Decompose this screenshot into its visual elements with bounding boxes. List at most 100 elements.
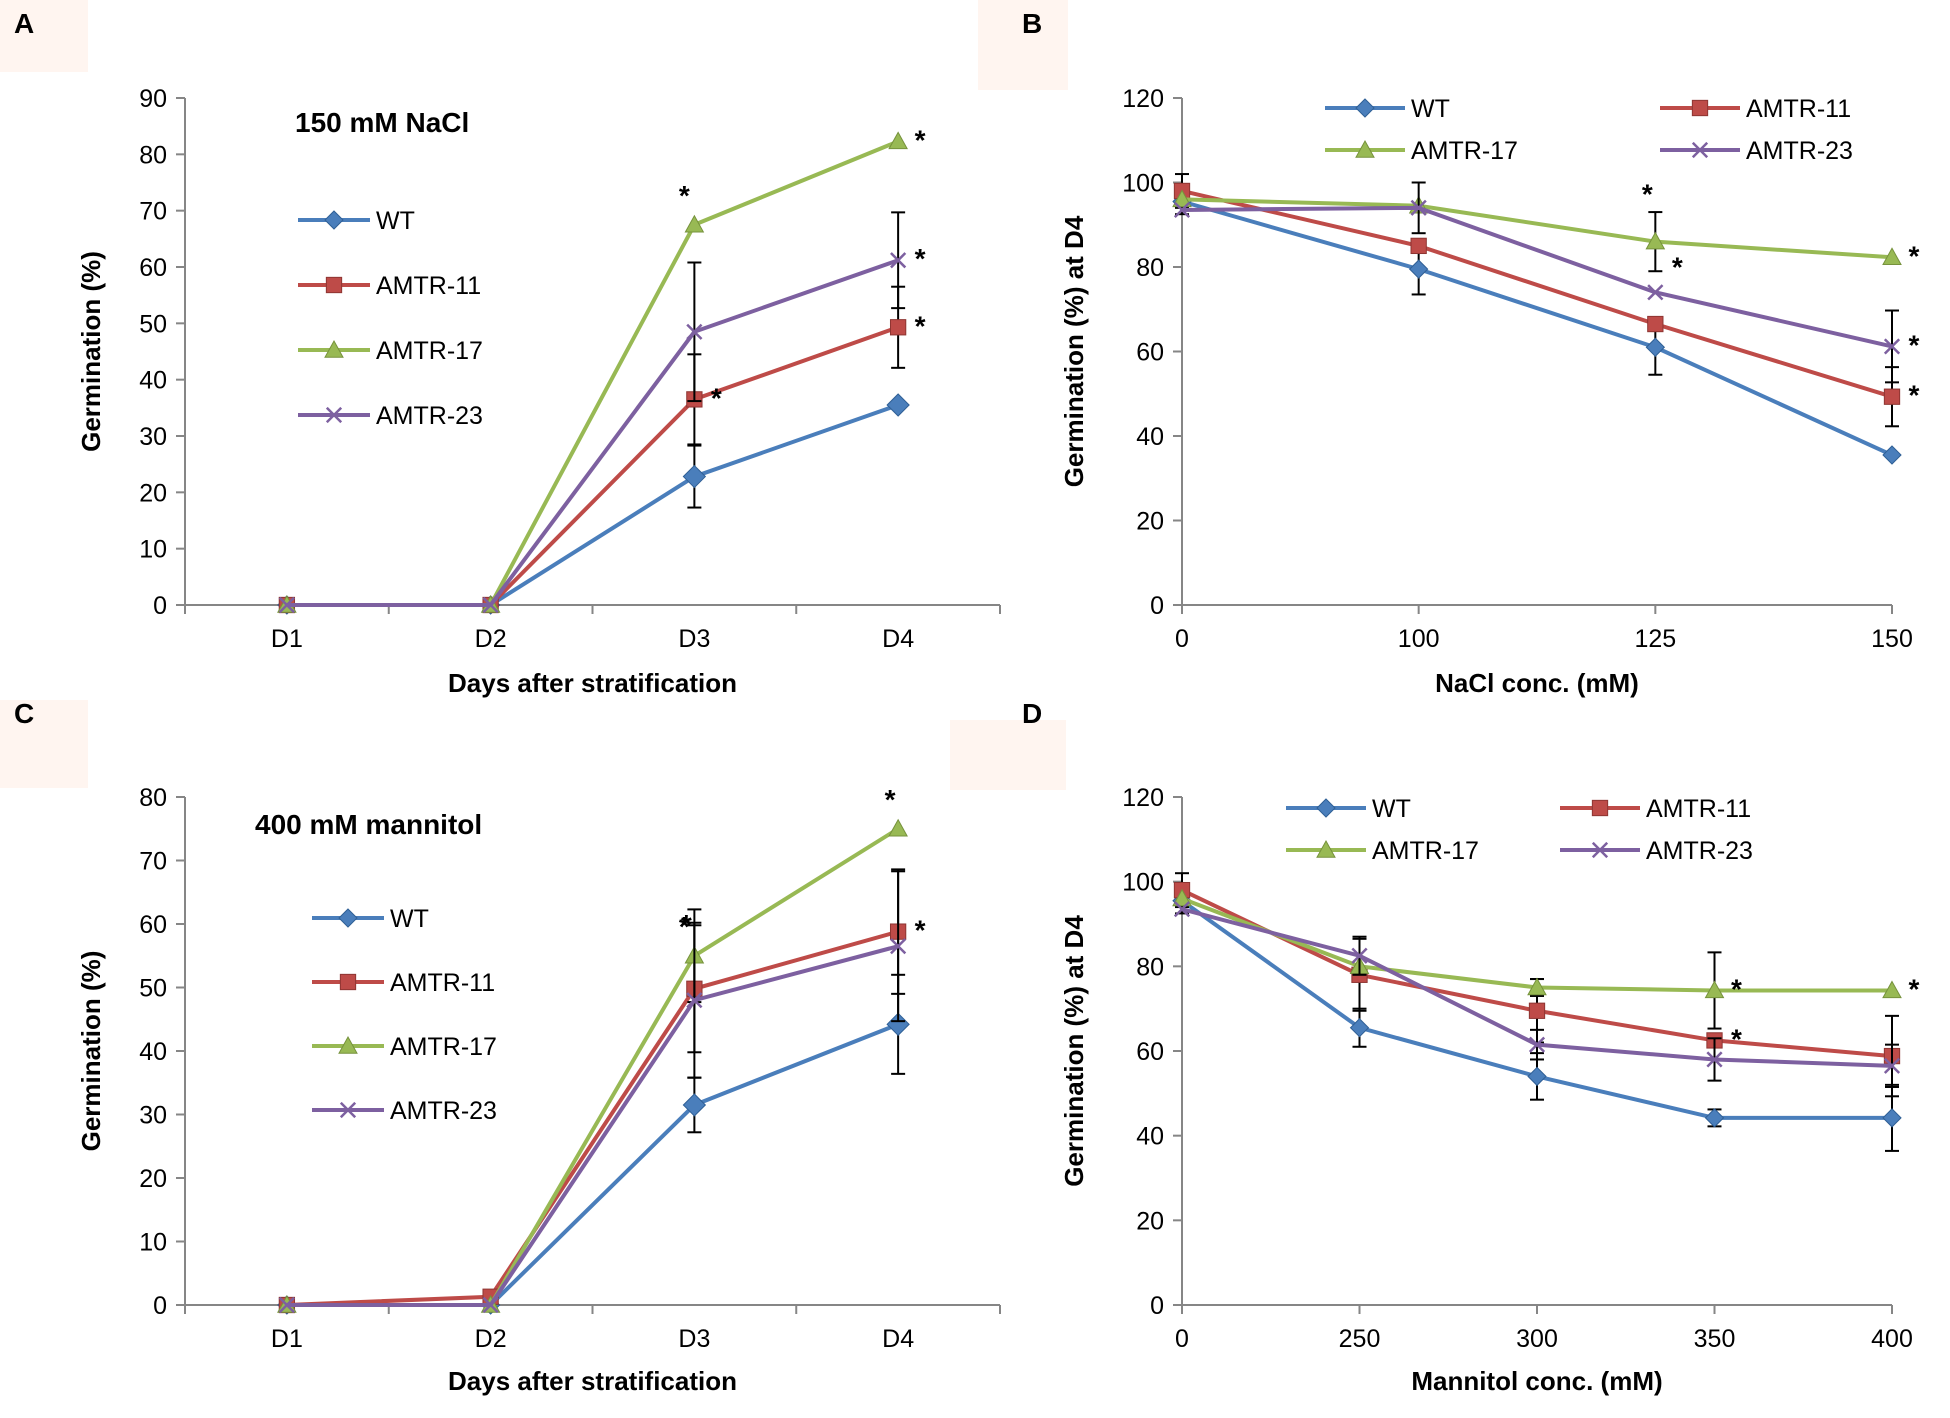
panel-a-point-wt xyxy=(886,393,910,417)
legend-label-amtr-11: AMTR-11 xyxy=(1746,95,1851,123)
panel-a-point-wt xyxy=(682,464,707,489)
panel-d-y-axis-title: Germination (%) at D4 xyxy=(1059,915,1089,1187)
legend-label-amtr-17: AMTR-17 xyxy=(1372,837,1479,865)
legend-item-amtr-17: AMTR-17 xyxy=(298,337,483,365)
panel-d-series-amtr-17: * * xyxy=(1172,888,1920,1030)
legend-item-wt: WT xyxy=(298,207,415,235)
panel-b-point-amtr-23 xyxy=(1173,201,1191,219)
legend-item-amtr-17: AMTR-17 xyxy=(1325,137,1518,165)
legend-label-wt: WT xyxy=(390,905,429,933)
legend-marker-amtr-23 xyxy=(325,406,343,424)
panel-b: 0 20 40 60 80 100 120 0 100 125 150 NaCl conc. (mM)… xyxy=(1059,85,1920,698)
panel-d-point-amtr-17 xyxy=(1882,980,1902,999)
panel-c-legend: WT AMTR-11 AMTR-17 AMTR-23 xyxy=(312,905,497,1125)
panel-d-significance-mark: * xyxy=(1909,973,1920,1004)
panel-d-series-amtr-23 xyxy=(1173,901,1901,1088)
panel-a-y-tick-label: 40 xyxy=(139,367,167,395)
panel-d-point-amtr-23 xyxy=(1351,947,1368,964)
panel-a-significance-mark: * xyxy=(679,180,690,211)
panel-a-y-tick-label: 20 xyxy=(139,479,167,507)
panel-b-significance-mark: * xyxy=(1909,380,1920,411)
panel-d-y-tick-label: 0 xyxy=(1150,1292,1164,1320)
panel-b-y-tick-label: 120 xyxy=(1122,85,1164,113)
panel-b-point-amtr-17 xyxy=(1172,189,1192,208)
panel-label-b: B xyxy=(1022,8,1043,39)
legend-item-amtr-11: AMTR-11 xyxy=(1660,95,1851,123)
panel-a-x-tick-label: D4 xyxy=(882,625,914,653)
legend-label-amtr-11: AMTR-11 xyxy=(1646,795,1751,823)
panel-d-y-tick-label: 20 xyxy=(1136,1207,1164,1235)
panel-a-y-tick-label: 10 xyxy=(139,536,167,564)
panel-d-point-wt xyxy=(1704,1108,1725,1128)
legend-item-amtr-23: AMTR-23 xyxy=(1560,837,1753,865)
panel-d-point-amtr-11 xyxy=(1528,1002,1546,1019)
legend-item-amtr-11: AMTR-11 xyxy=(312,969,495,997)
panel-d-y-tick-label: 60 xyxy=(1136,1038,1164,1066)
legend-label-amtr-17: AMTR-17 xyxy=(376,337,483,365)
panel-a-y-tick-label: 30 xyxy=(139,423,167,451)
legend-item-wt: WT xyxy=(312,905,429,933)
panel-a-x-tick-label: D3 xyxy=(678,625,710,653)
legend-label-amtr-23: AMTR-23 xyxy=(390,1097,497,1125)
legend-item-amtr-11: AMTR-11 xyxy=(298,272,481,300)
panel-a-series-amtr-11: ** xyxy=(278,285,926,614)
panel-d-x-tick-label: 300 xyxy=(1516,1325,1558,1353)
panel-b-x-tick-label: 0 xyxy=(1175,625,1189,653)
panel-d: 0 20 40 60 80 100 120 0 250 300 350 400 Mannitol con… xyxy=(1059,784,1920,1396)
panel-d-y-tick-label: 40 xyxy=(1136,1123,1164,1151)
panel-b-legend: WT AMTR-11 AMTR-17 AMTR-23 xyxy=(1325,95,1853,165)
panel-c-y-tick-label: 70 xyxy=(139,848,167,876)
legend-marker-amtr-17 xyxy=(1316,839,1336,858)
panel-b-x-tick-label: 125 xyxy=(1634,625,1676,653)
panel-d-point-amtr-23 xyxy=(1706,1051,1723,1068)
legend-marker-wt xyxy=(324,210,344,230)
legend-label-amtr-23: AMTR-23 xyxy=(1746,137,1853,165)
panel-c-line-amtr-23 xyxy=(286,944,899,1307)
panel-c-inset-title: 400 mM mannitol xyxy=(255,809,482,840)
panel-b-y-tick-label: 80 xyxy=(1136,254,1164,282)
panel-b-x-tick-label: 100 xyxy=(1398,625,1440,653)
legend-label-wt: WT xyxy=(1411,95,1450,123)
legend-label-wt: WT xyxy=(1372,795,1411,823)
legend-marker-wt xyxy=(1316,798,1336,818)
panel-c-point-amtr-17 xyxy=(888,818,908,837)
panel-d-point-amtr-17 xyxy=(1172,888,1192,907)
panel-d-x-tick-label: 0 xyxy=(1175,1325,1189,1353)
panel-c-significance-mark: * xyxy=(681,909,692,940)
legend-marker-amtr-17 xyxy=(324,339,344,358)
panel-b-significance-mark: * xyxy=(1909,329,1920,360)
panel-c-y-tick-label: 30 xyxy=(139,1102,167,1130)
panel-c-point-amtr-23 xyxy=(890,938,907,955)
panel-b-point-amtr-17 xyxy=(1882,247,1902,265)
legend-marker-amtr-23 xyxy=(339,1101,357,1119)
panel-a-point-amtr-23 xyxy=(278,596,295,614)
panel-d-y-tick-label: 80 xyxy=(1136,953,1164,981)
legend-marker-amtr-11 xyxy=(339,973,357,991)
panel-d-x-tick-label: 250 xyxy=(1339,1325,1381,1353)
panel-c-y-tick-label: 0 xyxy=(153,1292,167,1320)
panel-b-significance-mark: * xyxy=(1909,240,1920,271)
legend-label-wt: WT xyxy=(376,207,415,235)
legend-marker-amtr-11 xyxy=(1591,799,1609,817)
panel-a-legend: WT AMTR-11 AMTR-17 AMTR-23 xyxy=(298,207,483,430)
panel-b-point-amtr-23 xyxy=(1883,338,1901,355)
panel-b-x-tick-label: 150 xyxy=(1871,625,1913,653)
panel-a-significance-mark: * xyxy=(915,310,926,341)
panel-b-line-amtr-11 xyxy=(1181,189,1893,399)
panel-c-series-amtr-11: * * xyxy=(278,868,926,1314)
panel-c-point-amtr-23 xyxy=(278,1296,295,1314)
panel-a-significance-mark: * xyxy=(915,124,926,155)
panel-b-line-wt xyxy=(1181,199,1893,457)
panel-d-label-shade xyxy=(950,720,1066,790)
panel-c-series-amtr-23 xyxy=(278,870,907,1314)
panel-d-x-axis-title: Mannitol conc. (mM) xyxy=(1411,1366,1662,1396)
panel-a-point-amtr-23 xyxy=(686,323,703,340)
panel-b-significance-mark: * xyxy=(1672,251,1683,282)
panel-a-y-tick-label: 70 xyxy=(139,198,167,226)
panel-c-x-tick-label: D3 xyxy=(678,1325,710,1353)
legend-marker-wt xyxy=(338,908,358,928)
panel-c-x-tick-label: D1 xyxy=(271,1325,303,1353)
panel-c-x-axis-title: Days after stratification xyxy=(448,1366,737,1396)
panel-a-x-tick-label: D2 xyxy=(475,625,507,653)
